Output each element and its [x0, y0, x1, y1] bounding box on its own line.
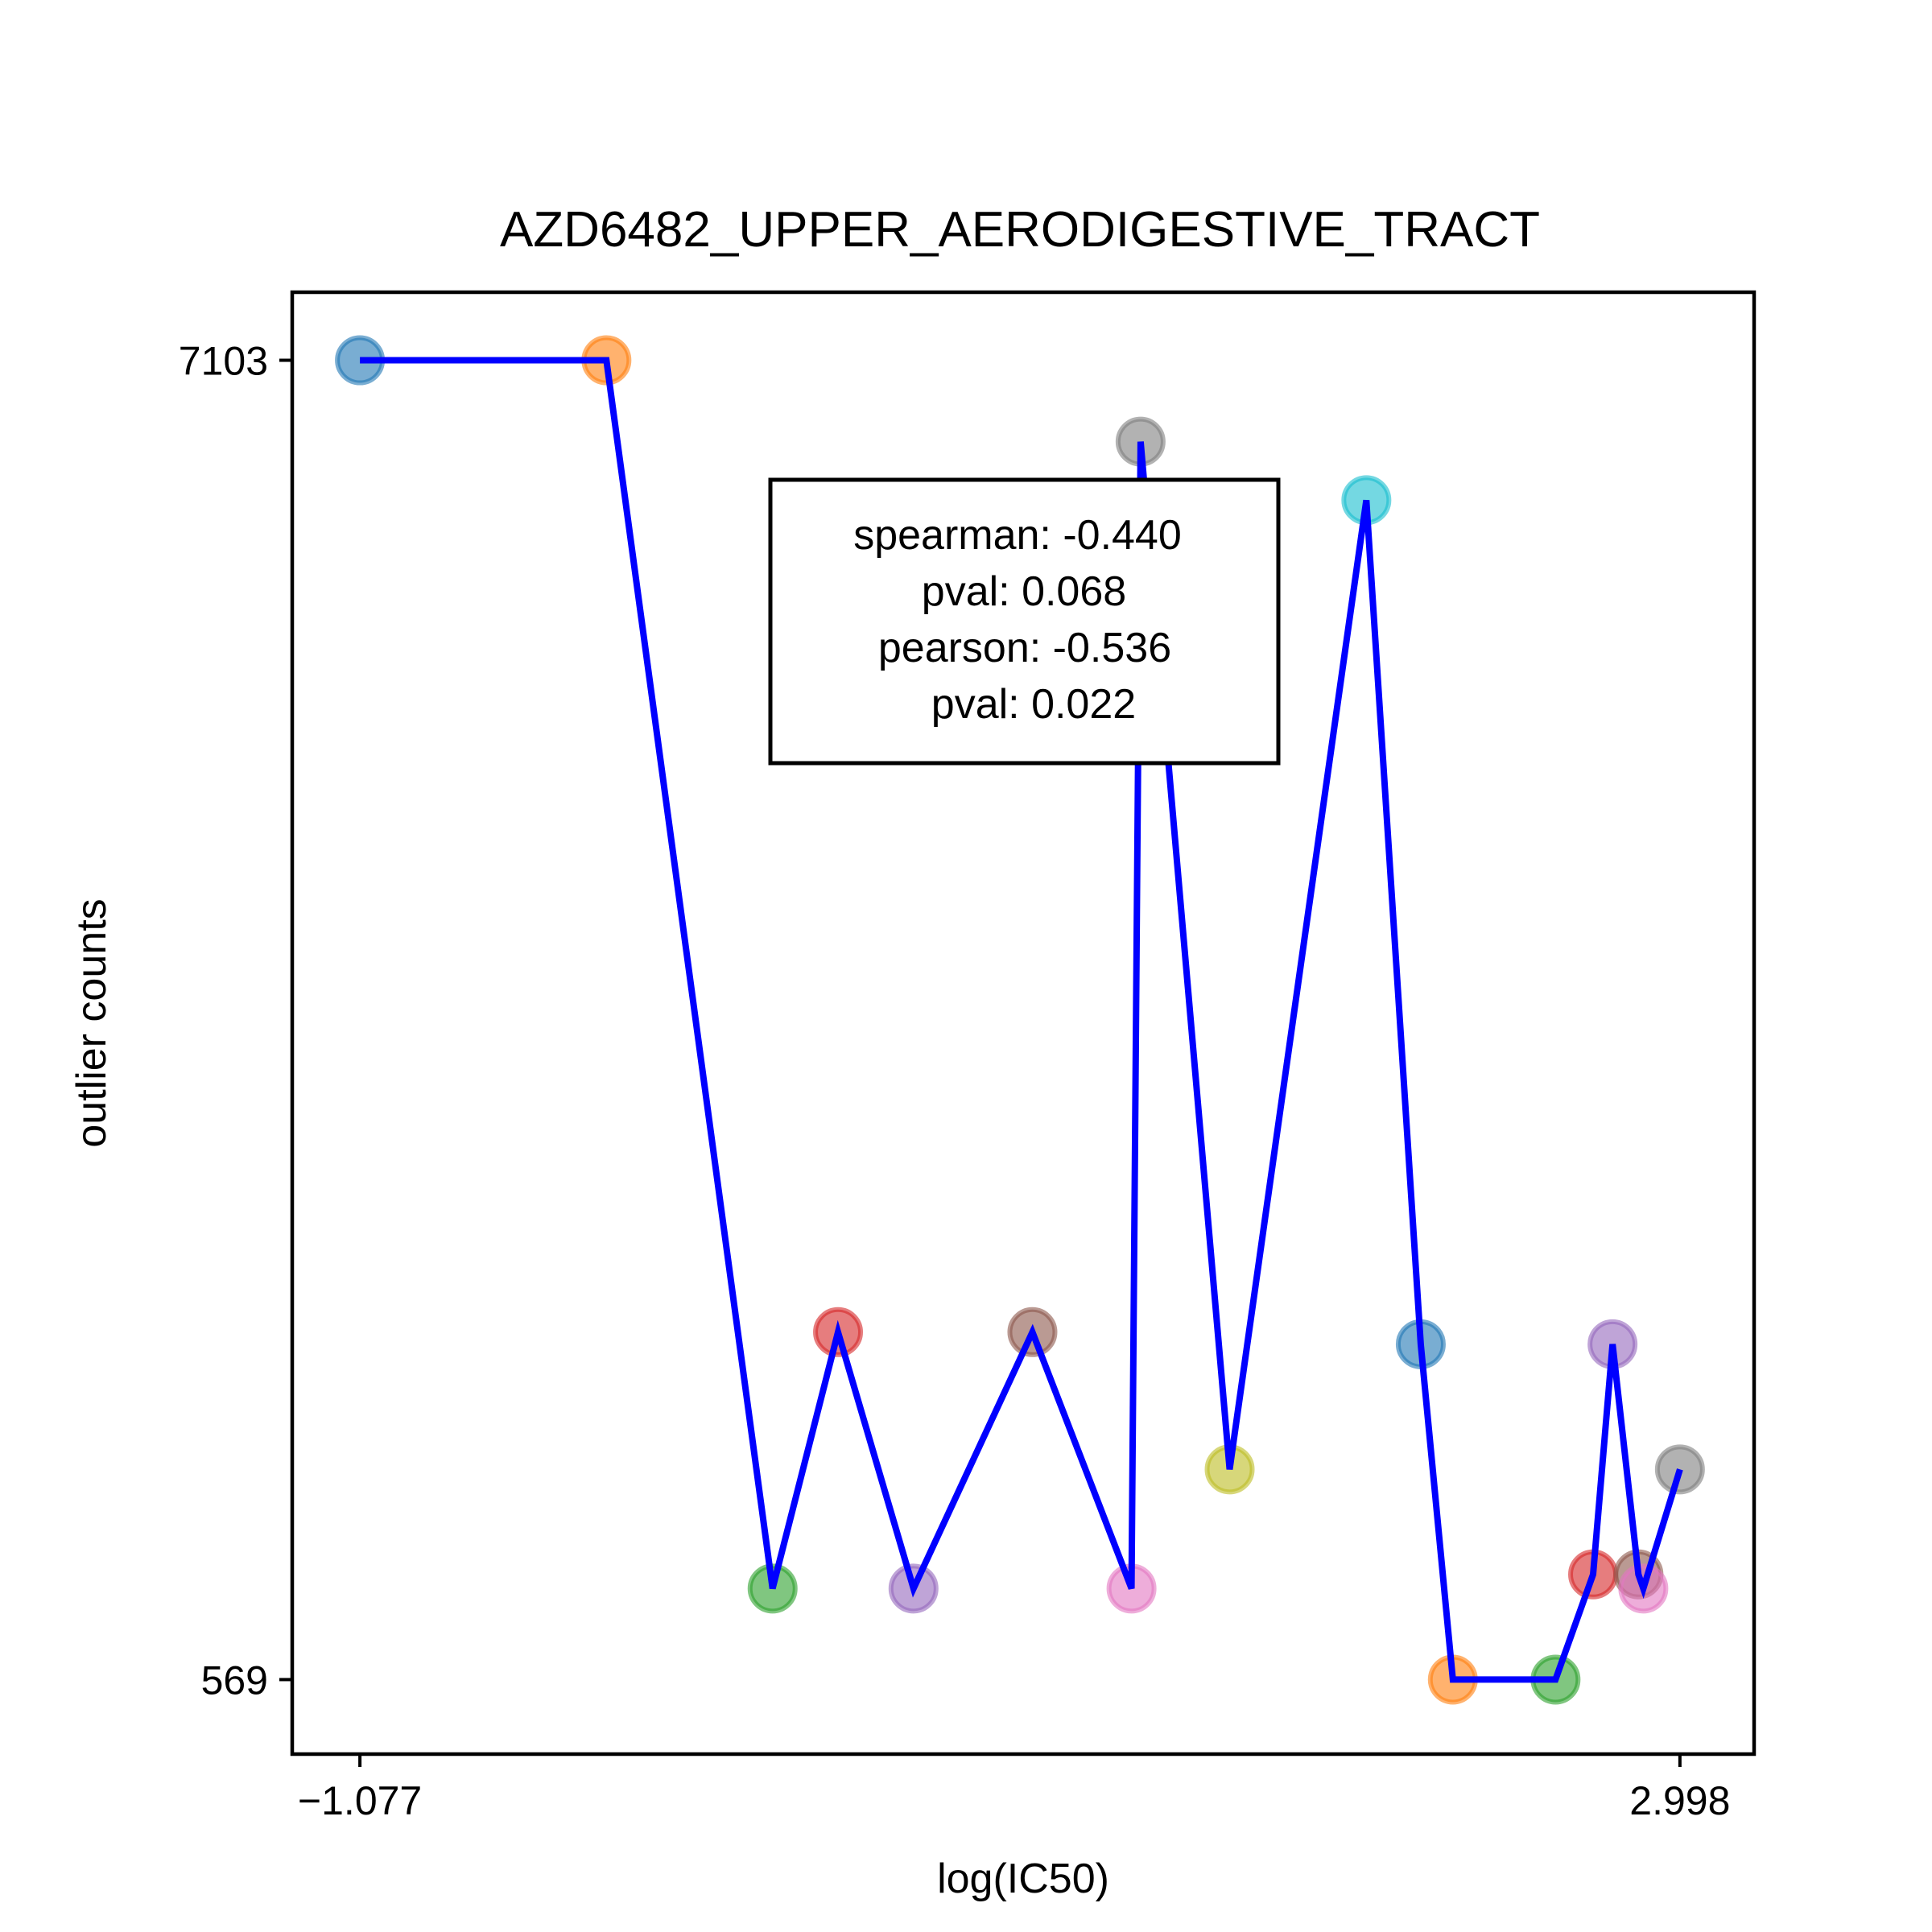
series-line — [360, 357, 1683, 1683]
chart-title: AZD6482_UPPER_AERODIGESTIVE_TRACT — [500, 202, 1540, 258]
stats-annotation: spearman: -0.440 pval: 0.068 pearson: -0… — [768, 477, 1281, 766]
y-axis-ticks: 569 7103 — [179, 339, 292, 1703]
x-tick-label: −1.077 — [298, 1778, 422, 1823]
y-tick-label: 569 — [201, 1657, 268, 1703]
pearson-text: pearson: -0.536 — [878, 625, 1171, 671]
pearson-pval-text: pval: 0.022 — [931, 681, 1136, 728]
x-tick-label: 2.998 — [1629, 1778, 1730, 1823]
plot-frame — [290, 290, 1757, 1757]
spearman-pval-text: pval: 0.068 — [922, 568, 1126, 615]
y-tick-label: 7103 — [179, 339, 268, 384]
spearman-text: spearman: -0.440 — [853, 512, 1182, 559]
x-axis-label: log(IC50) — [937, 1856, 1109, 1902]
stats-box — [768, 477, 1281, 766]
x-axis-ticks: −1.077 2.998 — [298, 1754, 1730, 1823]
y-axis-label: outlier counts — [68, 898, 115, 1147]
plot-marks — [335, 335, 1705, 1705]
